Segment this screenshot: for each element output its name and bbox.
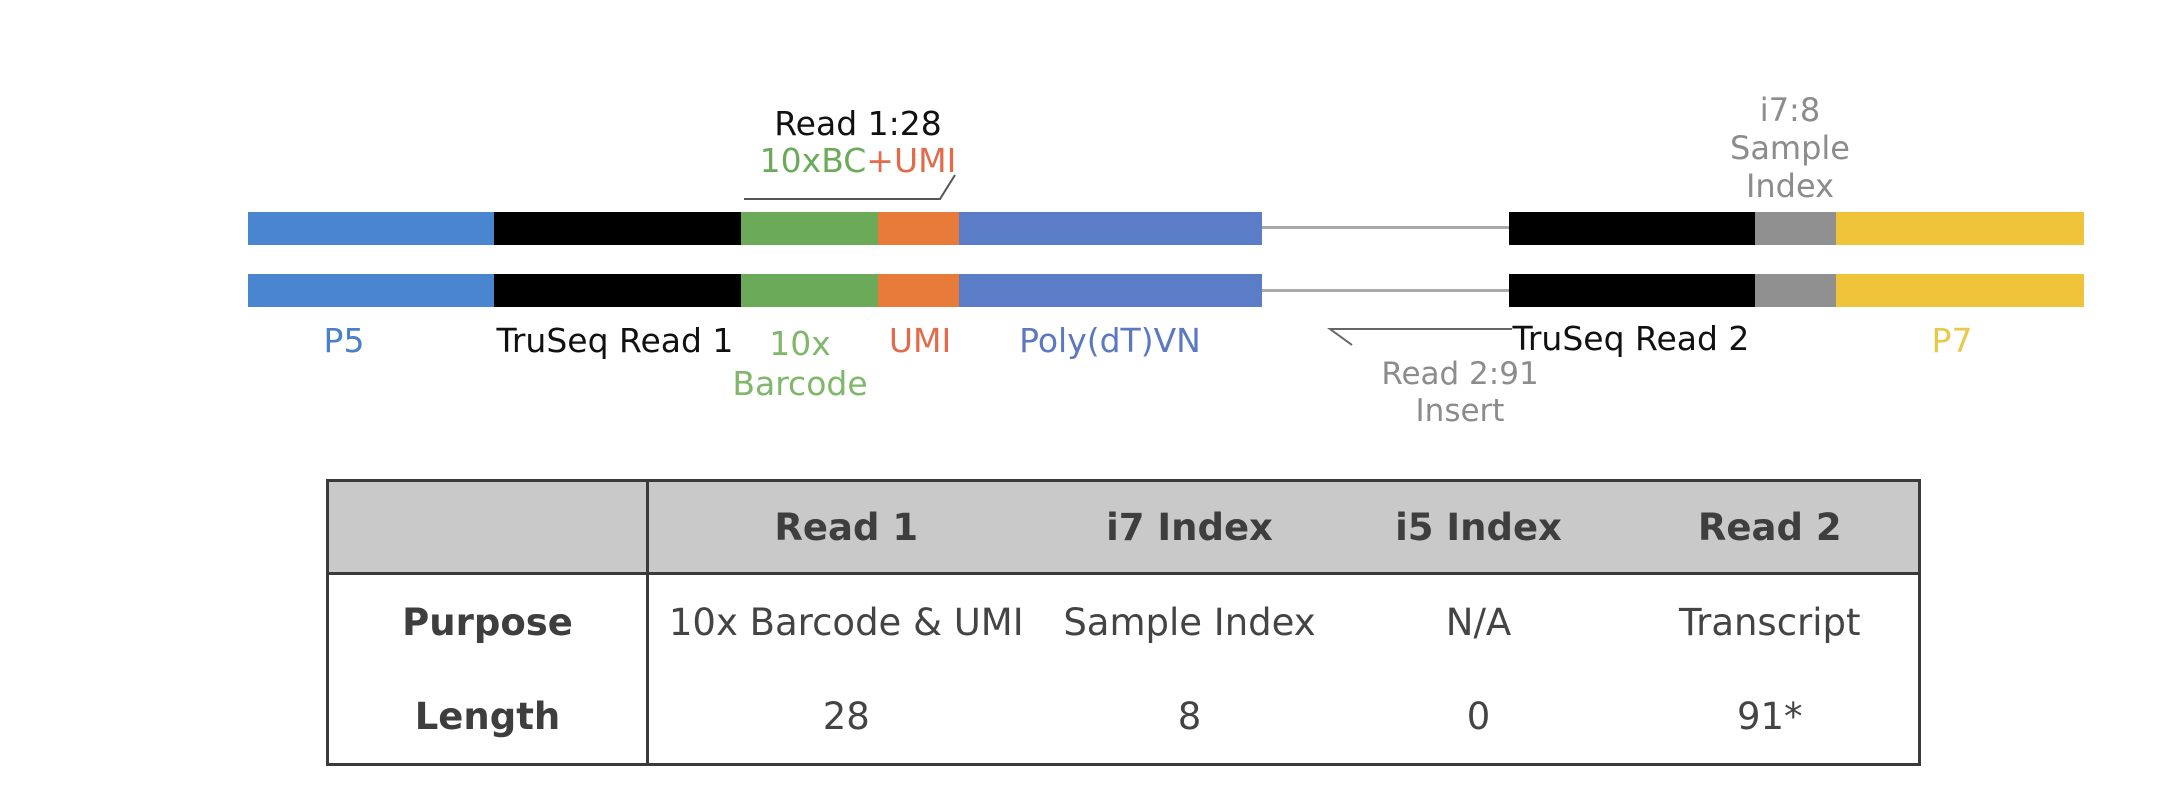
read2-insert: Insert	[1415, 392, 1505, 429]
strand2-polydt-segment	[959, 274, 1262, 307]
label-truseq-read1: TruSeq Read 1	[496, 321, 734, 360]
label-p7: P7	[1931, 321, 1973, 360]
read1-title: Read 1:28	[774, 104, 942, 143]
table-header-i5-index: i5 Index	[1335, 480, 1622, 575]
i7-label-line3: Index	[1745, 166, 1835, 205]
i7-label-line2: Sample	[1730, 128, 1850, 167]
strand2-p7-segment	[1836, 274, 2084, 307]
read1-plus-text: +	[866, 140, 894, 180]
label-truseq-read2: TruSeq Read 2	[1512, 319, 1750, 358]
i7-label-line1: i7:8	[1759, 91, 1821, 129]
strand1-umi-segment	[878, 212, 959, 245]
label-barcode-line1: 10x	[769, 324, 831, 363]
cell-length-read2: 91*	[1736, 694, 1803, 738]
read-structure-table: Read 1 i7 Index i5 Index Read 2 Purpose …	[326, 479, 1921, 766]
strand1-i7-index-segment	[1755, 212, 1836, 245]
label-p5: P5	[323, 321, 365, 360]
strand2-i7-index-segment	[1755, 274, 1836, 307]
table-header-read1: Read 1	[647, 480, 1044, 575]
strand1-polydt-segment	[959, 212, 1262, 245]
table-row-purpose: Purpose 10x Barcode & UMI Sample Index N…	[327, 573, 1920, 669]
strand1-p5-segment	[248, 212, 494, 245]
strand1-barcode-segment	[741, 212, 878, 245]
cell-purpose-i5: N/A	[1445, 600, 1512, 644]
strand2-insert-line	[1262, 289, 1509, 292]
row-label-length: Length	[327, 669, 649, 765]
table-header-corner	[327, 480, 649, 575]
row-label-purpose: Purpose	[327, 573, 649, 669]
table-row-length: Length 28 8 0 91*	[327, 669, 1920, 765]
read1-bracket	[744, 174, 956, 200]
strand1-truseq-read1-segment	[494, 212, 741, 245]
table-header-row: Read 1 i7 Index i5 Index Read 2	[327, 480, 1920, 575]
strand2-truseq-read2-segment	[1509, 274, 1755, 307]
table-header-i7-index: i7 Index	[1043, 480, 1336, 575]
label-barcode: 10x Barcode	[720, 324, 880, 403]
read1-umi-text: UMI	[893, 140, 957, 180]
strand1-insert-line	[1262, 226, 1509, 229]
strand2-barcode-segment	[741, 274, 878, 307]
cell-length-read1: 28	[822, 694, 870, 738]
strand1-truseq-read2-segment	[1509, 212, 1755, 245]
strand1-p7-segment	[1836, 212, 2084, 245]
cell-length-i7: 8	[1177, 694, 1202, 738]
cell-purpose-i7: Sample Index	[1063, 600, 1316, 644]
table-header-read2: Read 2	[1621, 480, 1920, 575]
label-polydt: Poly(dT)VN	[1019, 321, 1201, 360]
label-barcode-line2: Barcode	[732, 363, 868, 403]
read2-annotation: Read 2:91 Insert	[1350, 356, 1570, 429]
label-umi: UMI	[888, 321, 952, 360]
cell-purpose-read1: 10x Barcode & UMI	[668, 600, 1024, 644]
strand2-p5-segment	[248, 274, 494, 307]
cell-purpose-read2: Transcript	[1678, 600, 1861, 644]
read1-annotation: Read 1:28 10xBC+UMI	[740, 104, 976, 180]
read2-arrow	[1326, 328, 1512, 346]
read1-bc-text: 10xBC	[759, 140, 867, 180]
cell-length-i5: 0	[1466, 694, 1491, 738]
read2-title: Read 2:91	[1381, 356, 1539, 392]
i7-annotation: i7:8 Sample Index	[1710, 91, 1870, 205]
strand2-umi-segment	[878, 274, 959, 307]
read1-components: 10xBC+UMI	[740, 140, 976, 180]
strand2-truseq-read1-segment	[494, 274, 741, 307]
